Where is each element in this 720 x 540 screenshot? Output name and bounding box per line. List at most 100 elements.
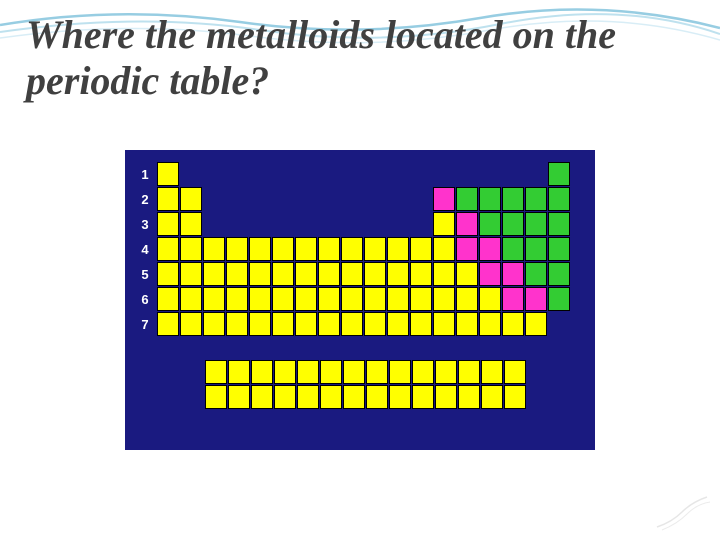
lanthanide-cell (320, 360, 342, 384)
element-cell (295, 237, 317, 261)
lanthanide-cell (343, 360, 365, 384)
element-cell (318, 312, 340, 336)
row-label: 4 (137, 237, 153, 263)
element-cell (203, 287, 225, 311)
row-label: 6 (137, 287, 153, 313)
lanthanide-cell (320, 385, 342, 409)
element-cell (203, 312, 225, 336)
lanthanide-cell (297, 360, 319, 384)
element-cell (387, 237, 409, 261)
periodic-table-main-grid: 1234567 (139, 162, 579, 352)
element-cell (456, 187, 478, 211)
element-cell (479, 312, 501, 336)
lanthanide-cell (504, 385, 526, 409)
lanthanide-cell (343, 385, 365, 409)
element-cell (410, 312, 432, 336)
element-cell (157, 287, 179, 311)
lanthanide-cell (366, 385, 388, 409)
lanthanide-cell (228, 385, 250, 409)
element-cell (433, 187, 455, 211)
element-cell (479, 212, 501, 236)
element-cell (364, 237, 386, 261)
element-cell (157, 312, 179, 336)
lanthanide-cell (481, 360, 503, 384)
element-cell (157, 212, 179, 236)
element-cell (456, 312, 478, 336)
element-cell (502, 287, 524, 311)
lanthanide-cell (481, 385, 503, 409)
lanthanide-cell (251, 360, 273, 384)
element-cell (341, 287, 363, 311)
lanthanide-cell (389, 385, 411, 409)
element-cell (180, 262, 202, 286)
element-cell (180, 287, 202, 311)
element-cell (456, 262, 478, 286)
element-cell (180, 237, 202, 261)
element-cell (548, 212, 570, 236)
element-cell (157, 262, 179, 286)
element-cell (157, 162, 179, 186)
element-cell (502, 237, 524, 261)
element-cell (433, 312, 455, 336)
element-cell (525, 262, 547, 286)
lanthanide-cell (274, 385, 296, 409)
element-cell (157, 187, 179, 211)
lanthanide-cell (389, 360, 411, 384)
row-label: 5 (137, 262, 153, 288)
element-cell (364, 287, 386, 311)
row-label: 3 (137, 212, 153, 238)
lanthanide-cell (458, 385, 480, 409)
element-cell (203, 262, 225, 286)
element-cell (341, 237, 363, 261)
lanthanide-cell (435, 385, 457, 409)
element-cell (364, 262, 386, 286)
element-cell (249, 262, 271, 286)
element-cell (410, 262, 432, 286)
lanthanide-cell (412, 360, 434, 384)
element-cell (341, 312, 363, 336)
element-cell (433, 212, 455, 236)
row-label: 7 (137, 312, 153, 338)
lanthanide-cell (205, 385, 227, 409)
element-cell (433, 262, 455, 286)
element-cell (525, 312, 547, 336)
element-cell (226, 237, 248, 261)
element-cell (318, 287, 340, 311)
element-cell (226, 287, 248, 311)
element-cell (295, 312, 317, 336)
element-cell (318, 237, 340, 261)
element-cell (387, 287, 409, 311)
element-cell (226, 312, 248, 336)
lanthanide-cell (228, 360, 250, 384)
lanthanide-cell (366, 360, 388, 384)
element-cell (272, 262, 294, 286)
element-cell (226, 262, 248, 286)
element-cell (433, 237, 455, 261)
element-cell (341, 262, 363, 286)
element-cell (180, 312, 202, 336)
element-cell (548, 262, 570, 286)
element-cell (502, 312, 524, 336)
element-cell (502, 212, 524, 236)
corner-decoration (652, 492, 712, 532)
element-cell (410, 237, 432, 261)
element-cell (525, 237, 547, 261)
lanthanide-cell (297, 385, 319, 409)
element-cell (548, 162, 570, 186)
lanthanide-cell (205, 360, 227, 384)
element-cell (479, 187, 501, 211)
element-cell (479, 287, 501, 311)
element-cell (387, 312, 409, 336)
element-cell (410, 287, 432, 311)
element-cell (364, 312, 386, 336)
element-cell (502, 187, 524, 211)
element-cell (525, 187, 547, 211)
lanthanide-cell (412, 385, 434, 409)
lanthanide-cell (251, 385, 273, 409)
element-cell (456, 237, 478, 261)
element-cell (249, 312, 271, 336)
element-cell (479, 237, 501, 261)
element-cell (525, 287, 547, 311)
element-cell (548, 237, 570, 261)
lanthanide-cell (274, 360, 296, 384)
